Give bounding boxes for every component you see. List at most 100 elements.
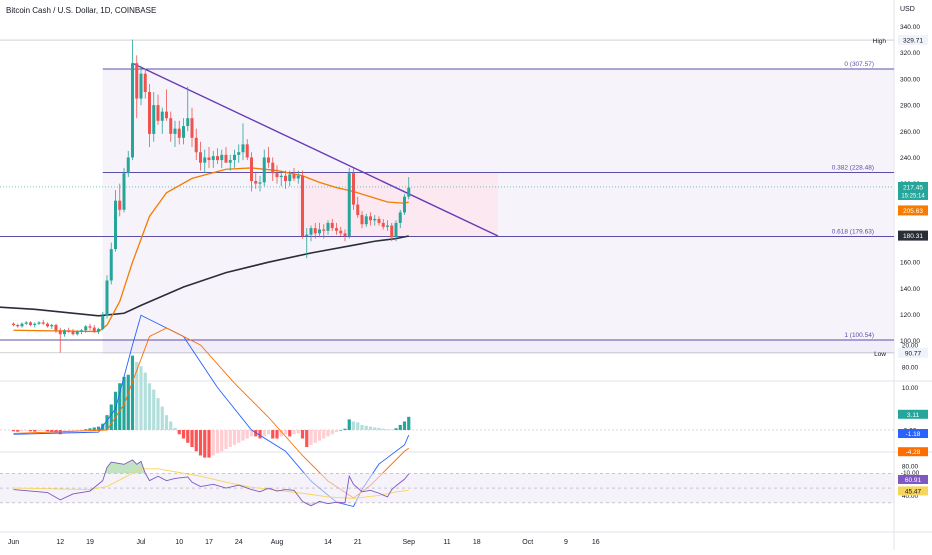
macd-hist-bar <box>207 430 211 458</box>
macd-hist-bar <box>84 429 88 430</box>
candle-body <box>322 229 326 231</box>
candle-body <box>386 225 389 227</box>
candle-body <box>199 152 202 163</box>
candle-body <box>54 325 58 331</box>
candle-body <box>275 173 279 178</box>
macd-tick-label: -10.00 <box>901 470 920 477</box>
rsi-tick-label: 40.00 <box>902 493 919 500</box>
candle-body <box>356 204 360 216</box>
rsi-tick-label: 80.00 <box>902 463 919 470</box>
ema-long-tag: 180.31 <box>903 233 923 240</box>
y-tick-label: 240.00 <box>900 155 920 162</box>
macd-hist-bar <box>105 415 109 430</box>
candle-body <box>12 323 15 326</box>
x-tick-label: 14 <box>324 539 332 546</box>
ema-long-line <box>0 235 409 317</box>
candle-body <box>67 330 71 332</box>
macd-hist-bar <box>88 428 92 430</box>
macd-hist-bar <box>296 430 300 434</box>
macd-hist-bar <box>160 406 164 430</box>
candle-body <box>173 128 177 134</box>
low-price-tag: 90.77 <box>905 350 922 357</box>
candle-body <box>347 173 351 236</box>
macd-hist-bar <box>326 430 330 437</box>
candle-body <box>118 200 122 210</box>
y-tick-label: 100.00 <box>900 338 920 345</box>
candle-body <box>250 157 253 182</box>
rsi-line <box>13 459 410 507</box>
macd-hist-bar <box>407 416 411 430</box>
macd-hist-bar <box>292 430 296 435</box>
candle-body <box>394 222 398 238</box>
candle-body <box>165 111 168 119</box>
y-tick-label: 340.00 <box>900 24 920 31</box>
rsi-value-tag: 45.47 <box>905 488 922 495</box>
macd-hist-bar <box>343 428 347 430</box>
macd-hist-bar <box>164 415 169 430</box>
candle-body <box>207 157 211 161</box>
macd-hist-bar <box>143 372 147 430</box>
macd-tick-label: 20.00 <box>902 343 919 350</box>
macd-hist-bar <box>45 430 50 432</box>
macd-hist-bar <box>347 419 351 430</box>
candle-body <box>190 118 194 138</box>
x-tick-label: 21 <box>354 539 362 546</box>
candle-body <box>156 105 160 121</box>
candle-body <box>326 222 330 231</box>
ema-long-tag-box <box>898 230 928 241</box>
candle-body <box>50 325 54 327</box>
candle-body <box>352 173 355 205</box>
macd-hist-bar <box>92 427 96 430</box>
macd-value-tag-box <box>898 409 928 419</box>
candle-body <box>288 174 292 182</box>
x-tick-label: 18 <box>473 539 481 546</box>
candle-body <box>245 144 249 158</box>
macd-hist-bar <box>279 430 283 437</box>
rsi-value-tag: 60.91 <box>905 477 922 484</box>
candle-body <box>335 228 338 231</box>
candle-body <box>135 63 139 99</box>
macd-hist-bar <box>16 430 20 432</box>
candle-body <box>267 157 270 163</box>
macd-hist-bar <box>356 422 360 430</box>
extreme-label: High <box>873 38 887 45</box>
macd-tick-label: 10.00 <box>902 385 919 392</box>
ema-short-tag: 205.63 <box>903 208 923 215</box>
candle-body <box>318 229 321 234</box>
candle-body <box>228 160 232 163</box>
macd-hist-bar <box>24 430 28 431</box>
candle-body <box>143 73 147 92</box>
ema-short-tag-box <box>898 205 928 216</box>
candle-body <box>369 216 372 221</box>
candle-body <box>343 233 347 236</box>
macd-hist-bar <box>351 421 356 430</box>
macd-hist-bar <box>181 430 186 439</box>
candle-body <box>220 154 224 161</box>
fib-label: 0 (307.57) <box>844 61 874 68</box>
macd-hist-bar <box>317 430 322 441</box>
candle-body <box>16 325 20 327</box>
x-tick-label: Aug <box>271 539 284 546</box>
candle-body <box>216 156 219 161</box>
candle-body <box>279 175 283 178</box>
macd-hist-bar <box>169 421 173 430</box>
macd-hist-bar <box>109 404 113 430</box>
macd-hist-bar <box>271 430 275 439</box>
rsi-value-tag-box <box>898 474 928 484</box>
macd-hist-bar <box>364 425 368 430</box>
rsi-value-tag-box <box>898 486 928 496</box>
candle-body <box>211 156 215 161</box>
candle-body <box>305 234 309 236</box>
x-tick-label: 19 <box>86 539 94 546</box>
high-price-tag: 329.71 <box>903 38 923 45</box>
macd-hist-bar <box>266 430 271 435</box>
candle-body <box>296 175 300 179</box>
candle-body <box>241 144 245 153</box>
macd-hist-bar <box>177 430 181 435</box>
macd-hist-bar <box>402 421 407 430</box>
macd-value-tag: 3.11 <box>907 412 920 419</box>
macd-hist-bar <box>198 430 203 456</box>
trendline <box>132 62 499 237</box>
